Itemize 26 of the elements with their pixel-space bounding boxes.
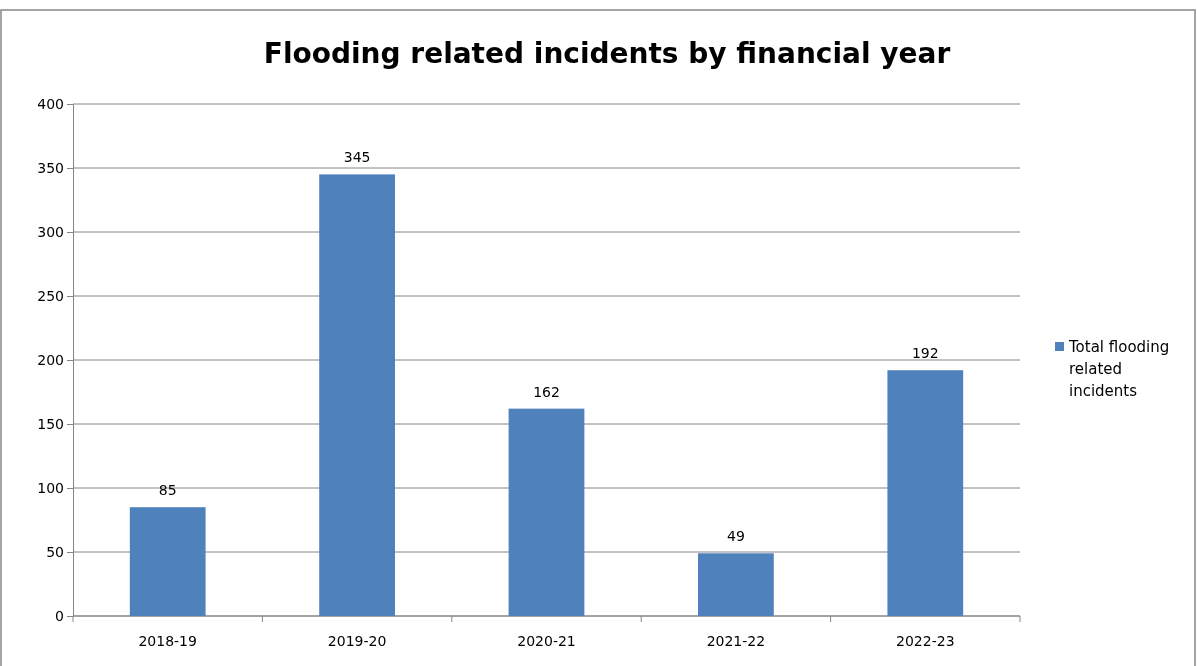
y-tick-label: 0 [55, 607, 64, 624]
bar [887, 370, 964, 616]
x-tick-label: 2018-19 [138, 633, 197, 649]
x-tick-label: 2022-23 [896, 633, 955, 649]
y-tick-label: 400 [37, 95, 64, 112]
y-tick-label: 200 [37, 351, 64, 368]
data-label: 192 [911, 345, 939, 362]
legend-label: Total flooding related incidents [1068, 338, 1170, 400]
data-label: 85 [158, 482, 177, 499]
chart-title: Flooding related incidents by financial year [263, 37, 951, 70]
y-tick-label: 50 [46, 543, 64, 560]
data-label: 345 [343, 149, 371, 166]
x-tick-label: 2020-21 [517, 633, 576, 649]
data-label: 49 [726, 528, 745, 545]
bar [319, 174, 395, 616]
x-tick-label: 2019-20 [327, 633, 387, 649]
bar [508, 408, 585, 616]
x-tick-label: 2021-22 [706, 633, 766, 649]
y-tick-label: 250 [37, 287, 64, 304]
bar [698, 553, 774, 616]
data-label: 162 [533, 383, 560, 400]
y-tick-label: 150 [37, 415, 64, 432]
bar [129, 507, 206, 616]
y-tick-label: 300 [37, 223, 64, 240]
y-tick-label: 350 [37, 159, 64, 176]
y-tick-label: 100 [37, 479, 64, 496]
